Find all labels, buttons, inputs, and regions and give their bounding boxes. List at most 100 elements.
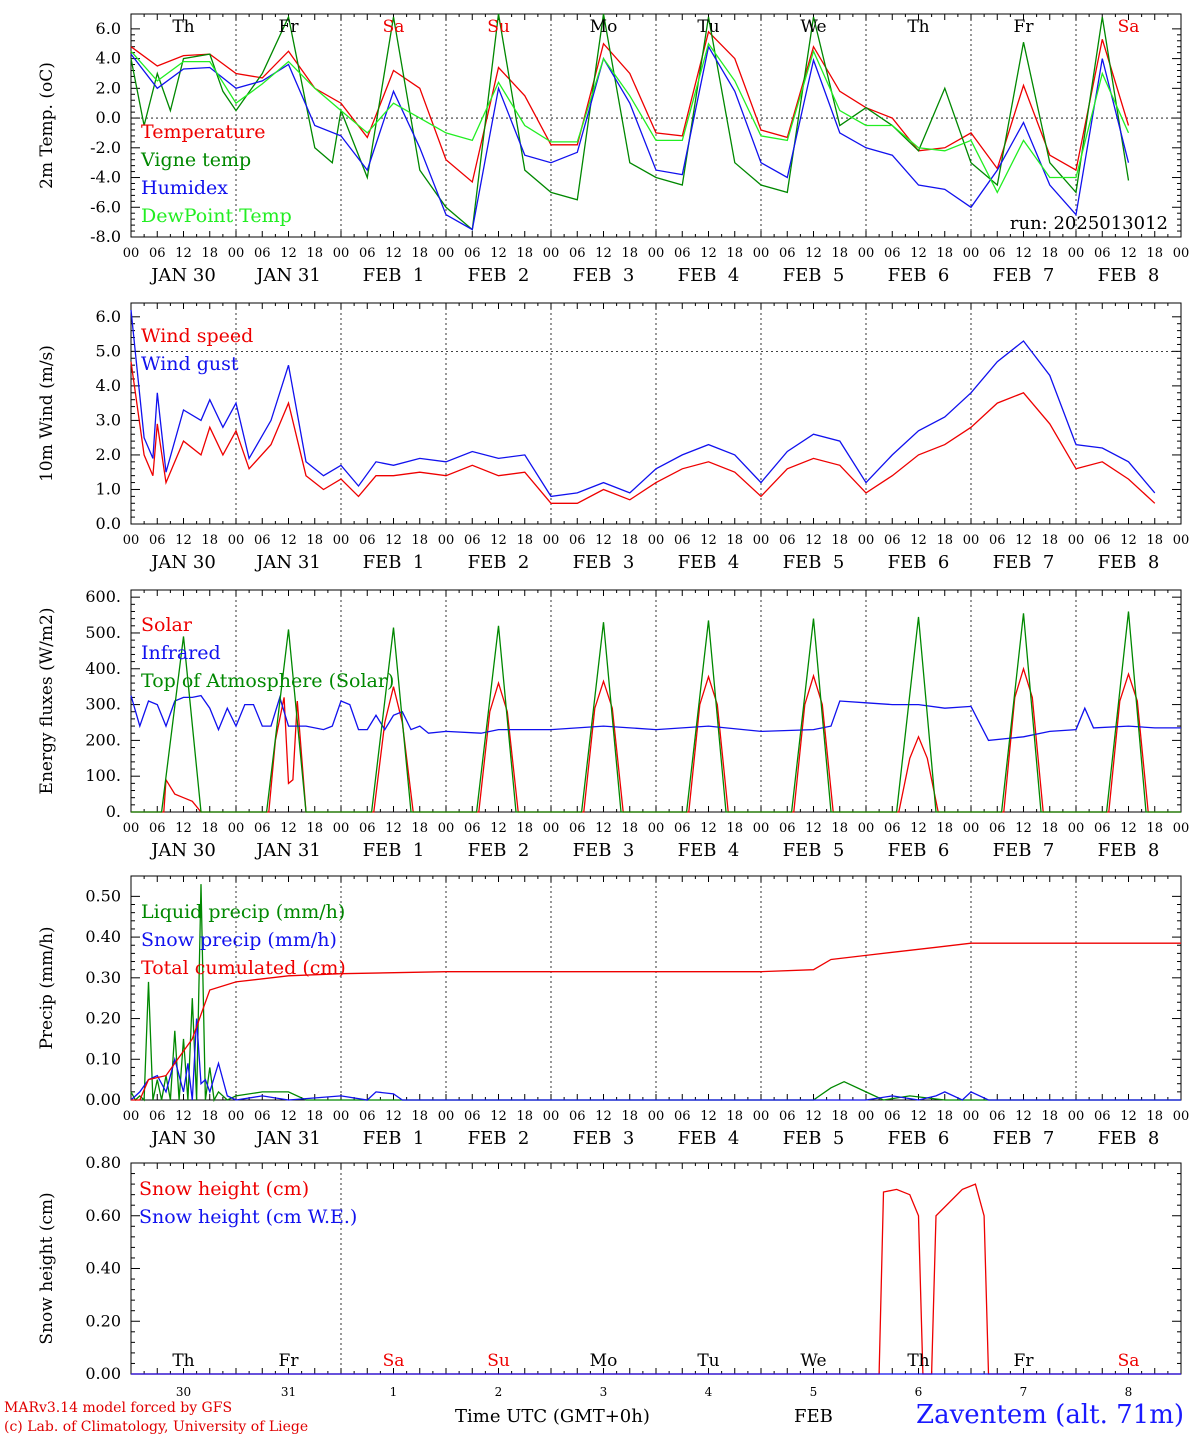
x-hour-label: 06 [359,1109,376,1124]
y-tick-label: 6.0 [96,19,121,38]
weekday-label: Mo [590,1351,618,1371]
x-hour-label: 00 [123,246,140,261]
series-line-snow-precip-mm-h- [130,1018,1181,1101]
legend-entry: Wind speed [141,325,253,347]
y-axis-label: Energy fluxes (W/m2) [37,608,57,795]
x-hour-label: 18 [306,821,323,836]
weekday-label: Th [172,17,194,37]
x-hour-label: 00 [858,533,875,548]
y-tick-label: 6.0 [96,307,121,326]
x-hour-label: 00 [753,1109,770,1124]
x-hour-label: 18 [306,246,323,261]
y-tick-label: -2.0 [90,138,121,157]
weekday-label: Fr [279,17,300,37]
x-hour-label: 06 [254,246,271,261]
x-hour-label: 18 [516,821,533,836]
x-hour-label: 18 [621,1109,638,1124]
x-date-label: FEB 6 [888,265,950,286]
weekday-label: Tu [697,1351,719,1371]
series-line-top-of-atmosphere-solar- [131,611,1181,813]
x-hour-label: 18 [516,533,533,548]
x-hour-label: 00 [543,246,560,261]
x-hour-label: 00 [438,1109,455,1124]
x-hour-label: 12 [1015,821,1032,836]
legend-entry: Humidex [141,177,228,199]
x-hour-label: 00 [1068,1109,1085,1124]
weekday-label: We [800,1351,826,1371]
x-hour-label: 18 [1041,1109,1058,1124]
x-hour-label: 18 [726,1109,743,1124]
x-hour-label: 18 [621,246,638,261]
x-hour-label: 06 [254,533,271,548]
x-hour-label: 12 [910,533,927,548]
legend-entry: Temperature [141,121,265,143]
x-hour-label: 06 [569,533,586,548]
x-day-number: 31 [281,1385,296,1399]
x-hour-label: 00 [753,246,770,261]
series-line-vigne-temp [130,13,1130,231]
y-tick-label: 0.40 [85,927,121,946]
x-date-label: JAN 30 [149,265,216,286]
x-hour-label: 18 [621,821,638,836]
y-tick-label: 300. [85,695,121,714]
x-date-label: FEB 3 [573,265,635,286]
x-hour-label: 12 [1120,533,1137,548]
x-hour-label: 12 [595,1109,612,1124]
x-hour-label: 00 [1173,821,1190,836]
y-tick-label: 0.00 [85,1364,121,1383]
x-hour-label: 06 [464,821,481,836]
x-date-label: FEB 8 [1098,552,1160,573]
x-date-label: FEB 5 [783,840,845,861]
x-hour-label: 12 [700,533,717,548]
y-tick-label: 100. [85,766,121,785]
x-hour-label: 06 [779,821,796,836]
x-date-label: FEB 4 [678,1128,740,1149]
x-hour-label: 00 [858,246,875,261]
station-name: Zaventem (alt. 71m) [916,1400,1184,1430]
x-date-label: JAN 31 [254,552,321,573]
x-hour-label: 00 [333,821,350,836]
y-tick-label: 4.0 [96,376,121,395]
x-day-number: 3 [600,1385,608,1399]
x-hour-label: 06 [779,533,796,548]
legend-entry: Snow height (cm W.E.) [139,1206,357,1228]
y-axis-label: 10m Wind (m/s) [37,345,57,482]
x-day-number: 8 [1125,1385,1133,1399]
x-hour-label: 12 [1015,246,1032,261]
y-tick-label: 400. [85,659,121,678]
legend-entry: DewPoint Temp [141,205,292,227]
x-hour-label: 12 [385,821,402,836]
x-hour-label: 00 [1068,246,1085,261]
x-date-label: FEB 5 [783,552,845,573]
x-hour-label: 12 [490,1109,507,1124]
credit-model: MARv3.14 model forced by GFS [4,1400,233,1416]
x-hour-label: 00 [123,1109,140,1124]
x-hour-label: 06 [464,533,481,548]
x-hour-label: 18 [201,533,218,548]
weekday-label: Fr [1014,1351,1035,1371]
y-tick-label: 2.0 [96,445,121,464]
x-hour-label: 00 [1173,1109,1190,1124]
x-day-number: 6 [915,1385,923,1399]
x-date-label: FEB 8 [1098,840,1160,861]
x-hour-label: 00 [963,1109,980,1124]
weekday-label: Fr [279,1351,300,1371]
x-hour-label: 12 [1120,1109,1137,1124]
x-hour-label: 18 [936,246,953,261]
series-line-humidex [130,44,1130,231]
x-hour-label: 18 [936,533,953,548]
x-hour-label: 18 [411,1109,428,1124]
x-hour-label: 00 [963,533,980,548]
weekday-label: Su [487,1351,510,1371]
x-hour-label: 06 [359,821,376,836]
x-date-label: FEB 1 [363,1128,425,1149]
y-tick-label: 1.0 [96,479,121,498]
x-hour-label: 18 [621,533,638,548]
y-tick-label: 4.0 [96,49,121,68]
x-hour-label: 00 [228,533,245,548]
y-tick-label: 0.0 [96,108,121,127]
x-hour-label: 06 [674,533,691,548]
x-date-label: JAN 31 [254,265,321,286]
x-hour-label: 00 [333,533,350,548]
